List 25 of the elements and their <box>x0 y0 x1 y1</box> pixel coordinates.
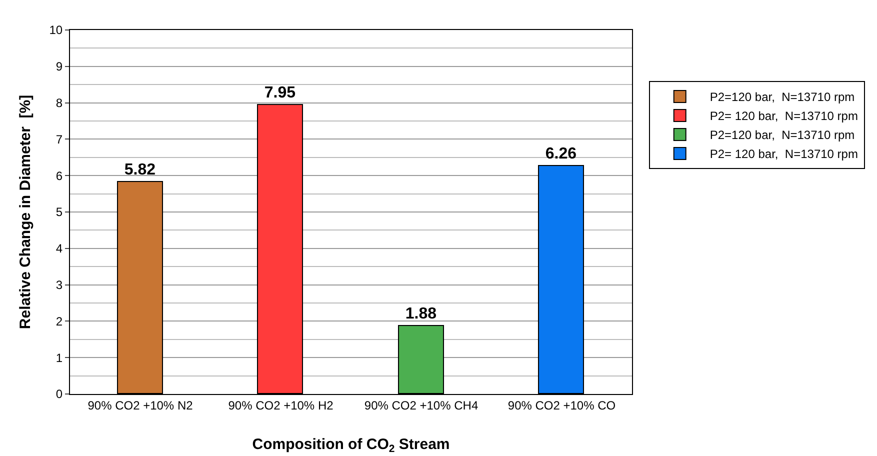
data-label: 1.88 <box>405 306 437 322</box>
legend-label: P2= 120 bar, N=13710 rpm <box>710 147 858 162</box>
x-tick-label: 90% CO2 +10% N2 <box>88 398 194 412</box>
legend-label: P2= 120 bar, N=13710 rpm <box>710 109 858 124</box>
y-axis-title: Relative Change in Diameter [%] <box>17 94 34 330</box>
x-tick-label: 90% CO2 +10% CH4 <box>364 398 478 412</box>
y-tick-label: 10 <box>49 23 63 38</box>
y-tick-label: 5 <box>56 205 63 220</box>
x-tick-label: 90% CO2 +10% H2 <box>228 398 334 412</box>
data-label: 6.26 <box>545 146 577 162</box>
legend-label: P2=120 bar, N=13710 rpm <box>710 90 855 104</box>
y-tick-label: 3 <box>56 278 63 292</box>
y-tick-label: 1 <box>56 350 63 365</box>
y-tick-label: 4 <box>56 242 63 256</box>
y-tick-label: 8 <box>56 96 63 110</box>
data-label: 7.95 <box>264 84 296 102</box>
legend-label: P2=120 bar, N=13710 rpm <box>710 128 855 142</box>
y-tick-label: 2 <box>56 314 63 328</box>
y-tick-label: 6 <box>56 168 63 183</box>
y-tick-label: 0 <box>56 387 63 402</box>
x-tick-label: 90% CO2 +10% CO <box>508 398 616 412</box>
y-tick-label: 7 <box>56 132 63 146</box>
y-tick-label: 9 <box>56 60 63 74</box>
data-label: 5.82 <box>124 162 156 178</box>
x-axis-title: Composition of CO$_{2}$ Stream <box>252 436 450 456</box>
